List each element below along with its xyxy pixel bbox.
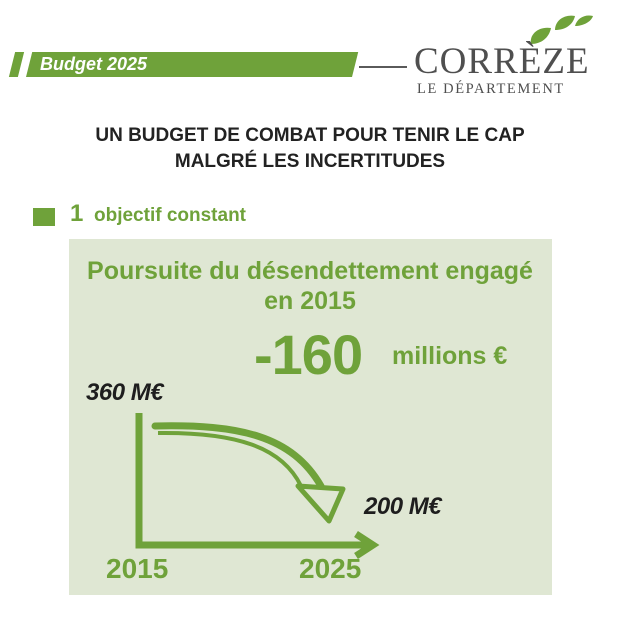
reduction-unit: millions €	[392, 342, 508, 370]
logo-divider	[359, 66, 407, 68]
end-value: 200 M€	[364, 493, 442, 520]
objective-square-icon	[33, 208, 55, 226]
budget-banner: Budget 2025	[8, 52, 359, 77]
logo-subtitle: LE DÉPARTEMENT	[417, 81, 565, 97]
banner-label: Budget 2025	[40, 54, 148, 74]
page-title: UN BUDGET DE COMBAT POUR TENIR LE CAP MA…	[0, 123, 620, 175]
debt-panel	[69, 239, 552, 595]
axes	[135, 413, 380, 559]
panel-title: Poursuite du désendettement engagé en 20…	[0, 256, 620, 316]
objective-text: objectif constant	[94, 205, 247, 226]
panel-title-line-2: en 2015	[264, 287, 356, 315]
title-line-2: MALGRÉ LES INCERTITUDES	[174, 151, 446, 172]
leaves-icon	[530, 15, 593, 44]
reduction-value: -160	[254, 323, 363, 386]
end-year: 2025	[299, 553, 362, 584]
title-line-1: UN BUDGET DE COMBAT POUR TENIR LE CAP	[95, 125, 525, 146]
logo-name: CORRÈZE	[414, 41, 590, 82]
curved-arrow-icon	[151, 422, 346, 524]
start-value: 360 M€	[86, 379, 164, 406]
start-year: 2015	[106, 553, 169, 584]
panel-title-line-1: Poursuite du désendettement engagé	[87, 257, 533, 285]
objective-number: 1	[70, 200, 84, 227]
